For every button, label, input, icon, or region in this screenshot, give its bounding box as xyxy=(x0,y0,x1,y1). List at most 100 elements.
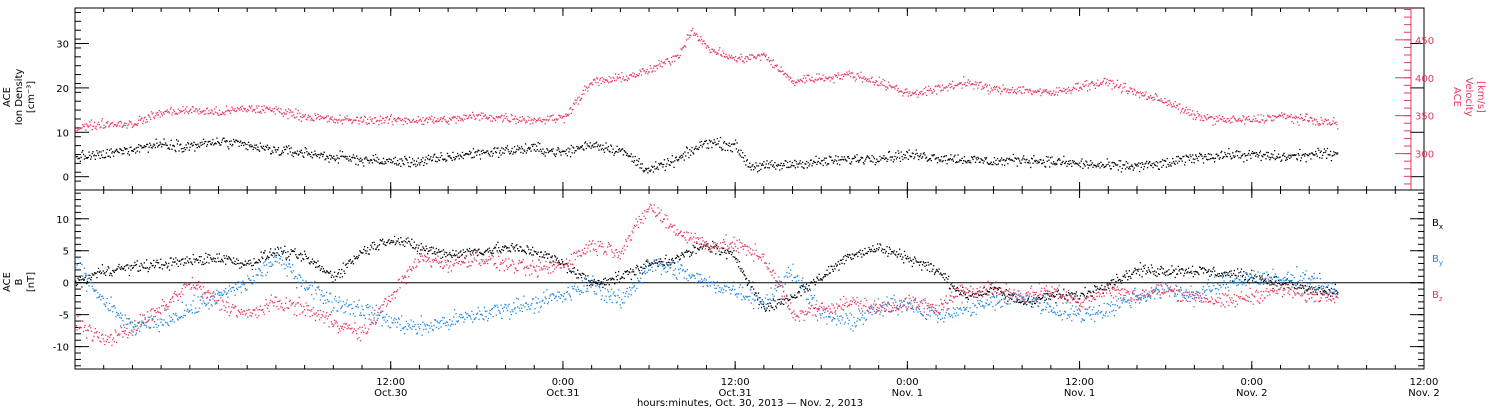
velocity-point xyxy=(457,115,459,117)
bx-point xyxy=(631,271,633,273)
velocity-point xyxy=(752,54,754,56)
density-point xyxy=(871,155,873,157)
density-point xyxy=(906,150,908,153)
density-point xyxy=(1244,153,1246,155)
density-point xyxy=(1111,162,1113,164)
density-point xyxy=(594,146,596,148)
bx-point xyxy=(582,273,584,275)
bx-point xyxy=(673,261,675,264)
velocity-point xyxy=(262,109,265,112)
density-point xyxy=(807,161,809,164)
density-point xyxy=(1124,168,1127,170)
velocity-point xyxy=(318,118,321,121)
density-point xyxy=(546,148,548,150)
density-point xyxy=(150,146,153,149)
velocity-point xyxy=(128,120,130,122)
bx-point xyxy=(1136,269,1138,271)
density-point xyxy=(666,163,668,165)
density-point xyxy=(869,160,872,162)
bx-point xyxy=(1032,300,1034,303)
velocity-point xyxy=(1227,117,1229,120)
density-point xyxy=(767,167,769,169)
bx-point xyxy=(310,261,312,263)
density-point xyxy=(274,149,276,151)
velocity-point xyxy=(141,117,143,119)
density-point xyxy=(547,149,549,151)
bx-point xyxy=(1045,293,1047,295)
velocity-point xyxy=(354,119,356,121)
velocity-point xyxy=(1261,119,1263,121)
velocity-point xyxy=(126,127,128,129)
density-point xyxy=(652,171,655,173)
bx-point xyxy=(241,262,243,264)
velocity-point xyxy=(741,56,743,58)
bx-point xyxy=(925,264,928,266)
density-point xyxy=(839,164,841,166)
density-point xyxy=(1084,165,1086,167)
velocity-point xyxy=(338,119,340,121)
velocity-point xyxy=(716,52,718,54)
bx-point xyxy=(802,285,804,287)
velocity-point xyxy=(1136,91,1138,93)
density-point xyxy=(167,147,169,150)
velocity-point xyxy=(786,73,788,75)
density-point xyxy=(254,144,256,146)
velocity-point xyxy=(1056,87,1058,89)
density-point xyxy=(750,169,752,171)
velocity-point xyxy=(902,95,904,97)
bx-point xyxy=(687,250,689,253)
velocity-point xyxy=(276,108,278,110)
velocity-point xyxy=(412,118,415,120)
velocity-point xyxy=(362,120,364,123)
density-point xyxy=(964,160,966,162)
velocity-point xyxy=(871,76,873,78)
bx-point xyxy=(282,251,284,253)
density-point xyxy=(1165,166,1168,168)
density-point xyxy=(1242,153,1244,155)
bx-point xyxy=(84,276,86,279)
bx-point xyxy=(143,262,145,264)
velocity-point xyxy=(513,118,515,121)
density-point xyxy=(696,148,698,150)
density-point xyxy=(288,145,290,147)
density-point xyxy=(982,162,984,164)
velocity-point xyxy=(389,115,392,117)
bx-point xyxy=(550,256,552,258)
density-point xyxy=(866,155,868,157)
density-point xyxy=(425,156,427,158)
bx-point xyxy=(794,294,796,296)
density-point xyxy=(1103,166,1105,169)
bx-point xyxy=(327,271,329,274)
bx-point xyxy=(549,261,551,264)
density-point xyxy=(1041,162,1044,164)
bx-point xyxy=(601,283,603,285)
bx-point xyxy=(479,252,482,254)
bx-point xyxy=(321,266,323,268)
density-point xyxy=(416,160,418,162)
bx-point xyxy=(985,293,988,295)
density-point xyxy=(695,145,697,148)
bx-point xyxy=(1185,268,1187,271)
density-point xyxy=(362,162,364,164)
density-point xyxy=(1157,168,1160,170)
density-point xyxy=(439,156,441,159)
velocity-point xyxy=(1089,89,1091,91)
velocity-point xyxy=(378,124,380,126)
bx-point xyxy=(912,258,914,261)
bx-point xyxy=(253,258,255,260)
velocity-point xyxy=(600,82,602,85)
density-point xyxy=(481,153,483,155)
density-point xyxy=(1219,157,1221,159)
density-point xyxy=(1246,159,1248,161)
bx-point xyxy=(1180,268,1183,270)
velocity-point xyxy=(1295,115,1297,117)
bx-point xyxy=(533,250,535,252)
velocity-point xyxy=(90,124,92,126)
velocity-point xyxy=(110,122,112,124)
bx-point xyxy=(606,279,608,281)
velocity-point xyxy=(442,118,444,120)
density-point xyxy=(744,155,746,157)
density-point xyxy=(637,164,639,166)
density-point xyxy=(622,154,625,156)
density-point xyxy=(230,140,232,142)
